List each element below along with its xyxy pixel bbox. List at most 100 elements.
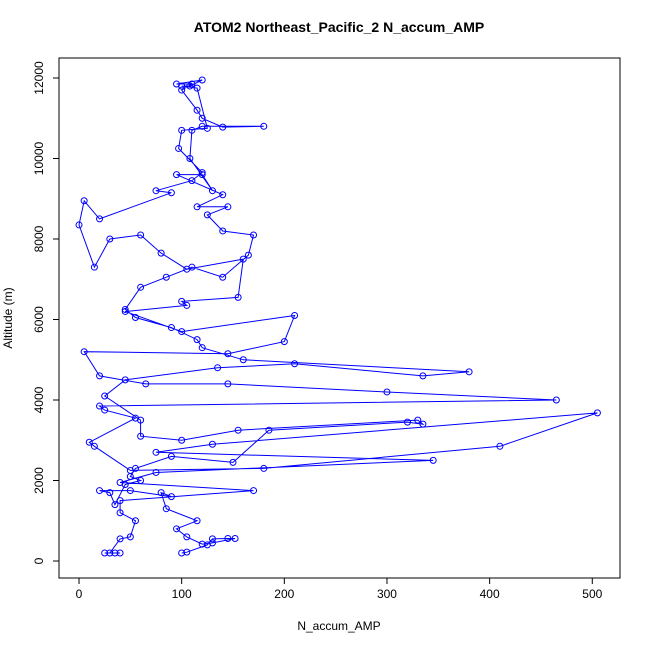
- x-tick-label: 300: [377, 587, 397, 601]
- data-point: [96, 487, 104, 495]
- data-point: [280, 338, 288, 346]
- data-point: [214, 364, 222, 372]
- data-point: [131, 313, 139, 321]
- y-tick-label: 4000: [32, 386, 46, 413]
- data-point: [260, 122, 268, 130]
- data-line: [78, 79, 598, 554]
- data-point: [167, 324, 175, 332]
- data-point: [116, 479, 124, 487]
- data-point: [167, 189, 175, 197]
- y-tick-label: 12000: [32, 61, 46, 95]
- data-point: [224, 203, 232, 211]
- data-point: [208, 539, 216, 547]
- data-point: [183, 533, 191, 541]
- data-point: [198, 540, 206, 548]
- data-point: [137, 283, 145, 291]
- y-tick-label: 0: [32, 557, 46, 564]
- data-point: [465, 368, 473, 376]
- data-point: [419, 372, 427, 380]
- data-point: [126, 487, 134, 495]
- y-tick-label: 2000: [32, 467, 46, 494]
- data-point: [178, 436, 186, 444]
- data-point: [186, 82, 194, 90]
- data-point: [234, 426, 242, 434]
- data-point: [265, 426, 273, 434]
- data-point: [121, 376, 129, 384]
- y-tick-label: 6000: [32, 306, 46, 333]
- data-point: [131, 414, 139, 422]
- data-point: [96, 402, 104, 410]
- data-point: [188, 177, 196, 185]
- data-point: [106, 235, 114, 243]
- data-point: [188, 126, 196, 134]
- data-point: [404, 418, 412, 426]
- data-point: [101, 549, 109, 557]
- data-point: [193, 336, 201, 344]
- data-point: [96, 372, 104, 380]
- data-point: [167, 493, 175, 501]
- data-point: [203, 124, 211, 132]
- data-point: [229, 458, 237, 466]
- data-point: [173, 171, 181, 179]
- data-point: [96, 215, 104, 223]
- data-point: [291, 311, 299, 319]
- data-point: [137, 477, 145, 485]
- data-point: [496, 442, 504, 450]
- data-point: [429, 456, 437, 464]
- data-point: [291, 360, 299, 368]
- data-point: [198, 76, 206, 84]
- data-point: [193, 203, 201, 211]
- data-point: [188, 80, 196, 88]
- data-point: [111, 501, 119, 509]
- data-point: [152, 187, 160, 195]
- data-point: [224, 534, 232, 542]
- data-point: [183, 301, 191, 309]
- data-point: [101, 406, 109, 414]
- data-point: [414, 416, 422, 424]
- data-point: [219, 227, 227, 235]
- data-point: [152, 448, 160, 456]
- x-axis-label: N_accum_AMP: [297, 619, 380, 633]
- data-point: [178, 86, 186, 94]
- data-point: [121, 307, 129, 315]
- data-point: [152, 468, 160, 476]
- data-point: [142, 380, 150, 388]
- data-point: [198, 114, 206, 122]
- x-tick-label: 0: [76, 587, 83, 601]
- data-point: [219, 273, 227, 281]
- data-point: [239, 255, 247, 263]
- data-point: [116, 509, 124, 517]
- data-point: [167, 452, 175, 460]
- plot-frame: [58, 57, 621, 579]
- data-point: [250, 487, 258, 495]
- data-point: [383, 388, 391, 396]
- data-point: [131, 517, 139, 525]
- data-point: [203, 211, 211, 219]
- data-point: [198, 169, 206, 177]
- data-point: [250, 231, 258, 239]
- data-point: [186, 155, 194, 163]
- x-tick-label: 400: [480, 587, 500, 601]
- data-point: [193, 106, 201, 114]
- data-point: [178, 82, 186, 90]
- data-point: [101, 392, 109, 400]
- data-point: [90, 442, 98, 450]
- data-point: [137, 432, 145, 440]
- data-point: [198, 171, 206, 179]
- data-point: [80, 348, 88, 356]
- x-tick-label: 200: [274, 587, 294, 601]
- data-point: [137, 231, 145, 239]
- data-point: [111, 549, 119, 557]
- data-point: [260, 464, 268, 472]
- data-point: [198, 344, 206, 352]
- data-point: [126, 466, 134, 474]
- data-point: [552, 396, 560, 404]
- data-point: [593, 409, 601, 417]
- data-point: [208, 535, 216, 543]
- data-point: [90, 263, 98, 271]
- data-point: [244, 251, 252, 259]
- data-point: [75, 221, 83, 229]
- data-point: [175, 144, 183, 152]
- data-point: [178, 297, 186, 305]
